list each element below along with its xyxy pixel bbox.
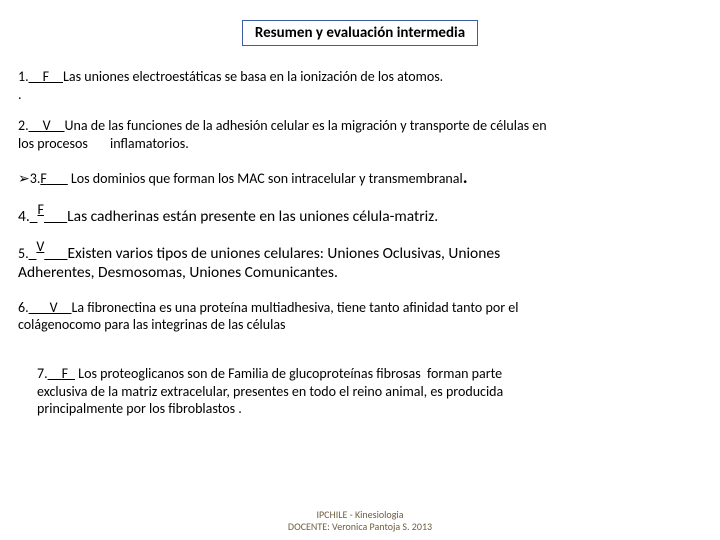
footer-line1: IPCHILE - Kinesiologia: [0, 509, 720, 521]
bullet-icon: ➢: [18, 170, 30, 187]
q2-answer: V: [43, 117, 51, 134]
q1-text: Las uniones electroestáticas se basa en …: [63, 68, 443, 85]
q1-blank-post: __: [49, 68, 63, 85]
q6-answer: V: [50, 299, 58, 316]
q5-prefix: 5.: [18, 245, 29, 262]
question-7: 7.__F_ Los proteoglicanos son de Familia…: [18, 348, 702, 436]
q2-blank-pre: __: [29, 117, 43, 134]
q7-blank-pre: __: [48, 365, 62, 382]
q6-prefix: 6.: [18, 299, 29, 316]
question-4: 4._F___Las cadherinas están presente en …: [18, 207, 702, 226]
q7-text-c: principalmente por los fibroblastos .: [18, 400, 242, 417]
q4-blank-pre: _: [30, 207, 38, 226]
q1-trail: .: [18, 86, 22, 103]
q7-text-b: exclusiva de la matriz extracelular, pre…: [18, 383, 503, 400]
q4-answer: F: [38, 201, 44, 218]
q4-prefix: 4.: [18, 207, 30, 226]
q6-blank-post: __: [58, 299, 72, 316]
q4-blank-post: ___: [44, 207, 67, 226]
question-2: 2.__V__Una de las funciones de la adhesi…: [18, 117, 702, 152]
q2-prefix: 2.: [18, 117, 29, 134]
footer-line2: DOCENTE: Veronica Pantoja S. 2013: [0, 521, 720, 533]
q7-prefix: 7.: [31, 365, 48, 382]
question-1: 1.__F__Las uniones electroestáticas se b…: [18, 68, 702, 103]
question-3: ➢3.F___ Los dominios que forman los MAC …: [18, 166, 702, 189]
q7-text-a: Los proteoglicanos son de Familia de glu…: [75, 365, 502, 382]
footer: IPCHILE - Kinesiologia DOCENTE: Veronica…: [0, 509, 720, 532]
q1-blank-pre: __: [29, 68, 43, 85]
q6-blank-pre: ___: [29, 299, 50, 316]
q3-prefix: 3.: [30, 170, 41, 187]
q4-text: Las cadherinas están presente en las uni…: [67, 207, 438, 226]
q2-text-a: Una de las funciones de la adhesión celu…: [65, 117, 547, 134]
q3-blank: ___: [47, 170, 68, 187]
title-wrap: Resumen y evaluación intermedia: [18, 20, 702, 46]
q5-blank-post: ___: [44, 244, 67, 263]
question-5: 5._V___Existen varios tipos de uniones c…: [18, 244, 702, 283]
q6-text-b: colágenocomo para las integrinas de las …: [18, 316, 286, 333]
page-root: Resumen y evaluación intermedia 1.__F__L…: [0, 0, 720, 540]
q3-text: Los dominios que forman los MAC son intr…: [68, 170, 463, 187]
q2-blank-post: __: [51, 117, 65, 134]
q3-dot: .: [463, 166, 468, 188]
q5-text-a: Existen varios tipos de uniones celulare…: [68, 244, 501, 263]
q5-answer: V: [36, 238, 44, 255]
title-box: Resumen y evaluación intermedia: [242, 20, 478, 46]
question-6: 6.___V__La fibronectina es una proteína …: [18, 299, 702, 334]
q2-text-b: los procesos inflamatorios.: [18, 135, 189, 152]
q5-text-b: Adherentes, Desmosomas, Uniones Comunica…: [18, 263, 338, 282]
q6-text-a: La fibronectina es una proteína multiadh…: [71, 299, 518, 316]
q7-blank-post: _: [68, 365, 75, 382]
q1-prefix: 1.: [18, 68, 29, 85]
